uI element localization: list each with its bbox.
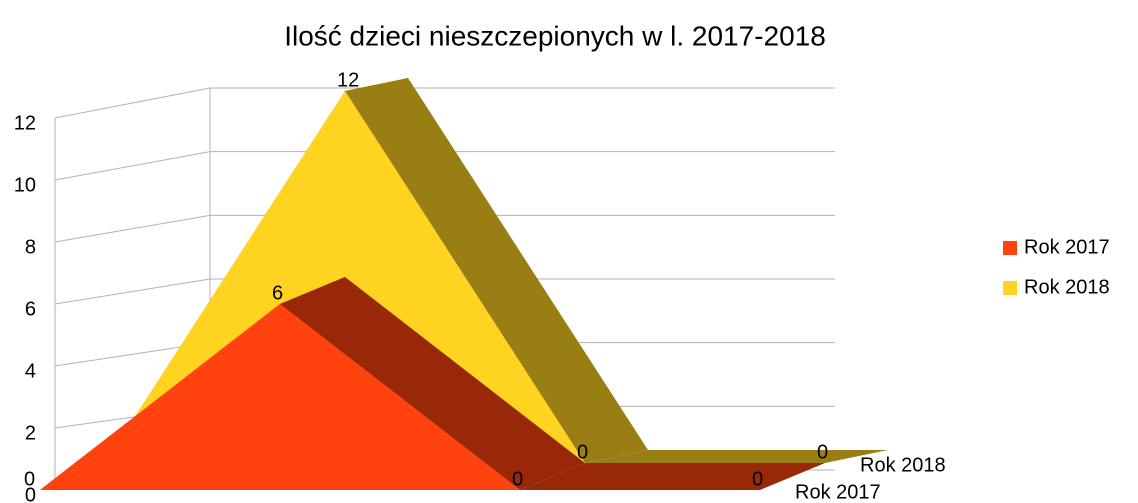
- legend-label: Rok 2017: [1024, 236, 1110, 258]
- area-side: [345, 78, 648, 463]
- data-label: 6: [272, 282, 283, 304]
- depth-label: Rok 2017: [795, 481, 881, 503]
- y-tick-label: 2: [25, 422, 36, 444]
- grid-line: [54, 214, 211, 243]
- legend-swatch: [1003, 281, 1017, 295]
- y-tick-label: 10: [14, 174, 36, 196]
- grid-line: [54, 278, 211, 305]
- data-label: 12: [337, 69, 359, 91]
- chart-title: Ilość dzieci nieszczepionych w l. 2017-2…: [284, 20, 826, 51]
- area-side: [280, 277, 585, 490]
- legend-label: Rok 2018: [1024, 276, 1110, 298]
- y-tick-label: 12: [14, 112, 36, 134]
- grid-line: [54, 151, 211, 181]
- data-label: 0: [752, 468, 763, 490]
- data-label: 0: [817, 441, 828, 463]
- y-tick-label: 0: [25, 484, 36, 503]
- y-tick-label: 6: [25, 298, 36, 320]
- area-side: [520, 463, 825, 490]
- depth-label: Rok 2018: [860, 454, 946, 476]
- legend-swatch: [1003, 241, 1017, 255]
- area-side: [585, 450, 888, 463]
- y-tick-label: 4: [25, 360, 36, 382]
- data-label: 0: [24, 468, 35, 490]
- data-label: 0: [577, 441, 588, 463]
- area: [40, 304, 760, 490]
- grid-line: [54, 87, 211, 119]
- data-label: 0: [512, 468, 523, 490]
- y-tick-label: 8: [25, 236, 36, 258]
